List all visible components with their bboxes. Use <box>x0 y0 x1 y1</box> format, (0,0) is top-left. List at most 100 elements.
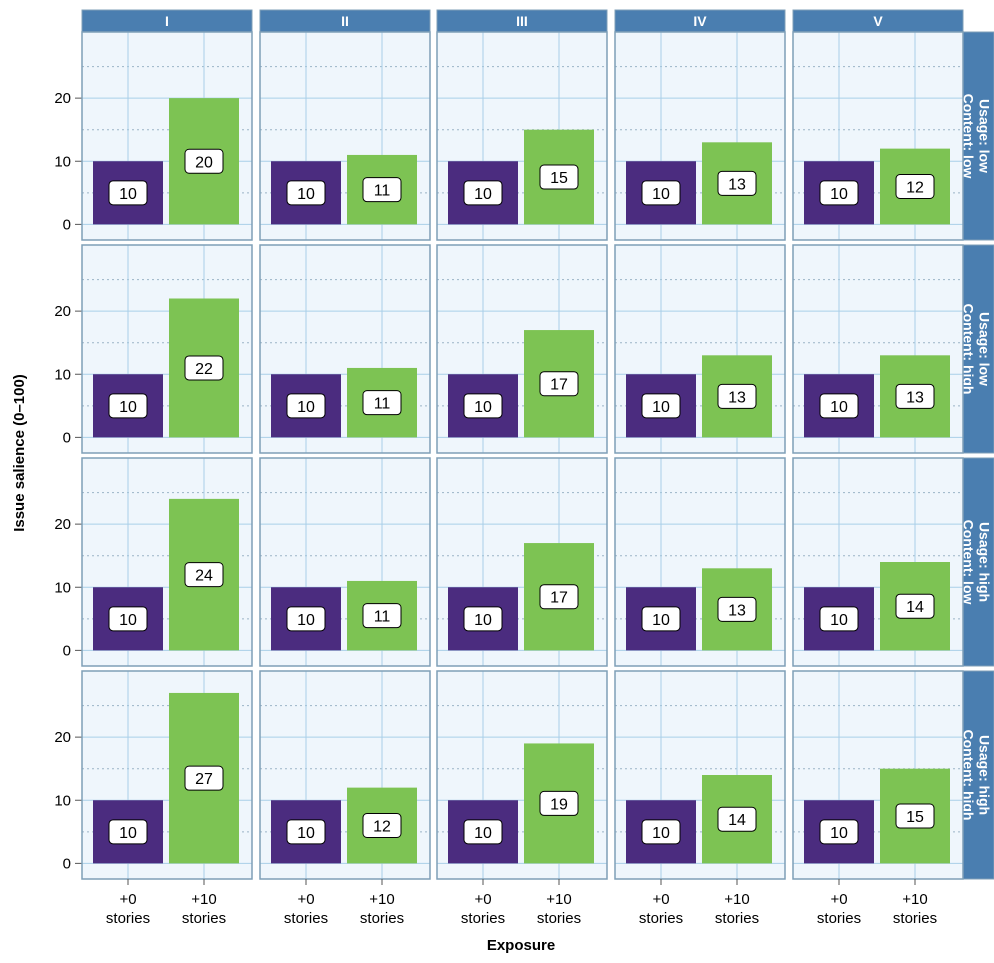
panel-border <box>259 31 431 241</box>
data-label-box <box>362 177 402 203</box>
column-strip-label: II <box>341 13 349 29</box>
data-label: 17 <box>550 377 568 394</box>
x-tick-label: stories <box>817 910 861 927</box>
data-label: 10 <box>474 186 492 203</box>
data-label-box <box>895 174 935 199</box>
data-label-box <box>539 164 579 190</box>
x-tick-label: stories <box>461 910 505 927</box>
panel-border <box>792 31 964 241</box>
x-tick-label: +0 <box>119 891 136 908</box>
row-strip-label-line: Usage: high <box>977 522 993 602</box>
data-label: 10 <box>652 612 670 629</box>
x-tick-label: stories <box>360 910 404 927</box>
x-tick-label: stories <box>537 910 581 927</box>
panel-border <box>81 457 253 667</box>
column-strip-label: IV <box>693 13 707 29</box>
data-label-box <box>717 806 757 832</box>
y-tick-label: 10 <box>54 366 71 383</box>
panel-border <box>792 244 964 454</box>
row-strip-label-line: Content: low <box>961 94 977 179</box>
row-strip <box>960 457 994 667</box>
data-label-box <box>184 562 224 588</box>
panel-border <box>81 31 253 241</box>
data-label: 13 <box>728 602 746 619</box>
data-label-box <box>184 355 224 381</box>
x-tick-label: +0 <box>652 891 669 908</box>
data-label-box <box>819 606 859 632</box>
data-label: 10 <box>119 399 137 416</box>
y-tick-label: 10 <box>54 579 71 596</box>
data-label-box <box>895 803 935 829</box>
data-label-box <box>641 180 681 206</box>
row-strip-label-line: Usage: low <box>977 312 993 386</box>
panel-border <box>81 670 253 880</box>
data-label-box <box>286 606 326 632</box>
data-label: 10 <box>652 825 670 842</box>
data-label-box <box>641 393 681 419</box>
data-label: 17 <box>550 590 568 607</box>
row-strip-label-line: Content: low <box>961 520 977 605</box>
data-label-box <box>819 393 859 419</box>
panel-border <box>259 670 431 880</box>
data-label: 10 <box>830 186 848 203</box>
data-label: 11 <box>374 396 391 413</box>
panel-border <box>614 670 786 880</box>
data-label-box <box>539 371 579 397</box>
data-label: 20 <box>195 154 213 171</box>
data-label-box <box>362 603 402 629</box>
data-label-box <box>108 393 148 419</box>
panel-border <box>259 457 431 667</box>
y-tick-label: 20 <box>54 729 71 746</box>
data-label: 10 <box>474 399 492 416</box>
data-label: 10 <box>474 612 492 629</box>
data-label-box <box>539 584 579 610</box>
data-label: 10 <box>830 612 848 629</box>
x-tick-label: +0 <box>474 891 491 908</box>
data-label-box <box>717 383 757 409</box>
data-label-box <box>463 606 503 632</box>
data-label: 27 <box>195 771 213 788</box>
column-strip-label: V <box>873 13 883 29</box>
y-tick-label: 20 <box>54 516 71 533</box>
data-label-box <box>108 819 148 845</box>
x-tick-label: +0 <box>297 891 314 908</box>
data-label: 10 <box>830 399 848 416</box>
data-label-box <box>286 393 326 419</box>
data-label-box <box>895 383 935 409</box>
panel-border <box>436 244 608 454</box>
data-label: 10 <box>830 825 848 842</box>
data-label: 15 <box>906 809 924 826</box>
data-label-box <box>641 606 681 632</box>
x-tick-label: +10 <box>546 891 571 908</box>
panel-border <box>436 670 608 880</box>
data-label-box <box>362 390 402 416</box>
data-label: 10 <box>297 186 315 203</box>
data-label-box <box>717 170 757 196</box>
data-label: 22 <box>195 361 213 378</box>
data-label-box <box>895 593 935 619</box>
data-label: 13 <box>728 389 746 406</box>
panel-border <box>792 670 964 880</box>
row-strip-label-line: Usage: high <box>977 735 993 815</box>
y-tick-label: 0 <box>63 216 71 233</box>
data-label: 10 <box>297 825 315 842</box>
row-strip <box>960 670 994 880</box>
data-label: 14 <box>728 812 746 829</box>
row-strip-label-line: Usage: low <box>977 99 993 173</box>
data-label-box <box>819 180 859 206</box>
panel-border <box>259 244 431 454</box>
data-label: 19 <box>550 796 568 813</box>
row-strip-label-line: Content: high <box>961 304 977 395</box>
data-label-box <box>539 790 579 816</box>
x-tick-label: stories <box>715 910 759 927</box>
y-axis-title: Issue salience (0–100) <box>11 374 28 532</box>
data-label: 12 <box>373 819 391 836</box>
panel-border <box>614 457 786 667</box>
data-label: 10 <box>297 399 315 416</box>
y-tick-label: 0 <box>63 642 71 659</box>
y-tick-label: 20 <box>54 90 71 107</box>
